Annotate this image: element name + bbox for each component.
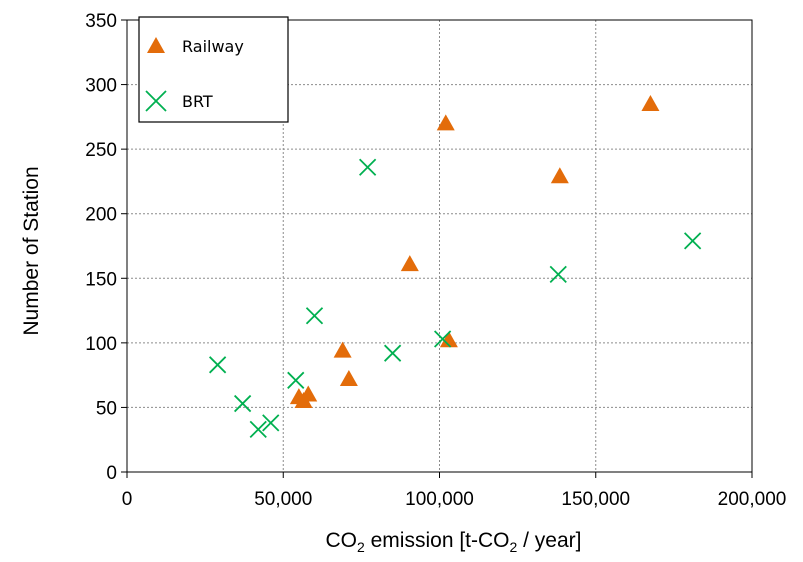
x-axis-title-co: CO — [326, 529, 358, 552]
railway-point — [339, 370, 358, 387]
brt-point — [287, 371, 305, 389]
y-tick-label: 150 — [85, 269, 117, 290]
legend-label: Railway — [182, 37, 244, 56]
railway-point — [436, 114, 455, 131]
y-tick-label: 0 — [106, 463, 117, 484]
y-tick-label: 300 — [85, 76, 117, 97]
data-points — [208, 94, 702, 439]
y-tick-label: 250 — [85, 140, 117, 161]
brt-point — [305, 307, 324, 325]
legend-brt-marker — [145, 90, 167, 112]
brt-point — [383, 344, 402, 362]
y-tick-label: 50 — [96, 398, 117, 419]
y-tick-label: 200 — [85, 205, 117, 226]
y-tick-label: 350 — [85, 11, 117, 32]
brt-point — [233, 394, 252, 413]
railway-point — [550, 167, 569, 184]
x-axis-title-mid: emission [t-CO — [365, 529, 510, 552]
x-axis-title-sub2: 2 — [510, 539, 518, 555]
brt-point — [208, 356, 227, 374]
legend-label: BRT — [182, 92, 213, 111]
brt-point — [549, 265, 567, 284]
x-tick-label: 0 — [122, 489, 133, 510]
brt-point — [433, 330, 452, 348]
legend-box — [138, 16, 289, 123]
y-axis-title: Number of Station — [20, 166, 43, 335]
x-tick-label: 100,000 — [405, 489, 474, 510]
x-axis-ticks: 0 50,000 100,000 150,000 200,000 — [122, 472, 787, 510]
railway-point — [439, 331, 458, 348]
x-axis-title-sub: 2 — [357, 539, 365, 555]
brt-point — [358, 158, 377, 176]
y-axis-ticks: 0 50 100 150 200 250 300 350 — [85, 11, 127, 484]
legend-railway-marker — [147, 37, 165, 53]
y-tick-label: 100 — [85, 334, 117, 355]
x-tick-label: 50,000 — [254, 489, 312, 510]
x-tick-label: 200,000 — [718, 489, 787, 510]
brt-point — [249, 420, 267, 439]
railway-point — [641, 94, 660, 111]
brt-point — [262, 414, 280, 432]
x-tick-label: 150,000 — [561, 489, 630, 510]
railway-point — [333, 341, 352, 358]
railway-point — [299, 385, 318, 402]
brt-point — [683, 232, 702, 250]
x-axis-title: CO2 emission [t-CO2 / year] — [326, 529, 582, 555]
x-axis-title-end: / year] — [517, 529, 581, 552]
legend: Railway BRT — [138, 16, 289, 123]
railway-point — [400, 255, 419, 272]
